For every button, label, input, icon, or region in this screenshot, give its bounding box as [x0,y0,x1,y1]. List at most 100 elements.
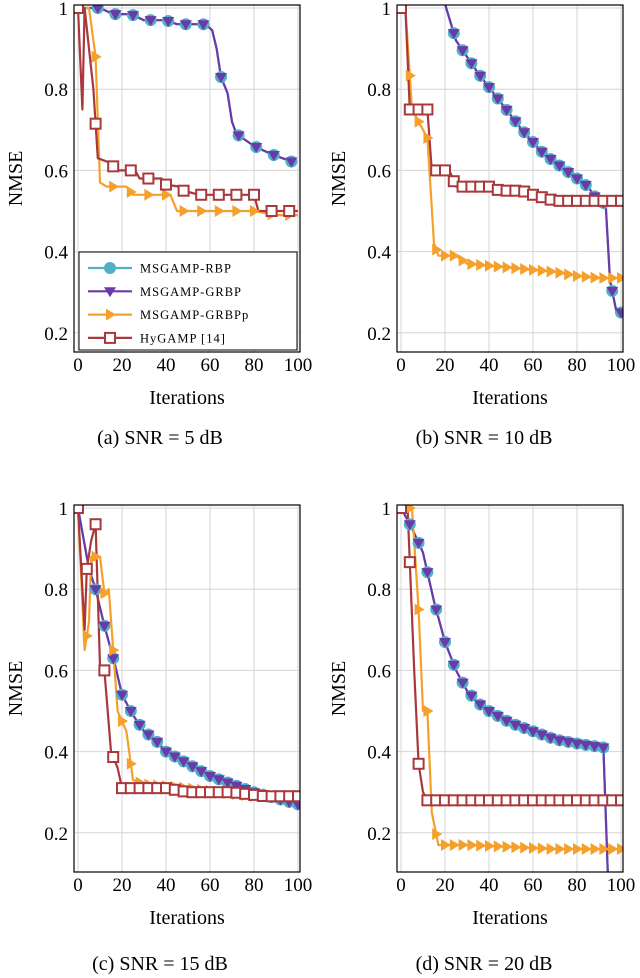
y-tick-label: 0.8 [367,580,391,601]
data-point-triangle-right [109,644,120,657]
data-point-triangle-down [92,5,104,14]
data-point-triangle-down [177,757,190,768]
subplot-0: 0 20 40 60 80 100 0.2 0.4 0.6 0.8 1 Iterations NMSE (… [5,0,312,449]
data-point-triangle-down [544,155,557,166]
data-point-triangle-down [606,286,619,297]
data-point-triangle-right [126,757,137,770]
data-point-triangle-down [439,637,451,648]
data-point-square [615,194,623,207]
data-point-triangle-down [403,520,416,531]
data-point-triangle-down [267,150,280,161]
data-point-triangle-down [518,128,531,139]
y-axis-label: NMSE [5,151,27,207]
data-point-triangle-right [106,308,116,321]
x-tick-label: 20 [113,355,132,376]
y-tick-label: 0.6 [44,161,68,182]
data-point-triangle-right [232,205,243,217]
x-tick-label: 60 [524,355,543,376]
x-tick-label: 20 [113,875,132,896]
x-tick-label: 80 [245,355,264,376]
data-point-triangle-right [144,188,155,201]
y-tick-label: 0.2 [367,324,391,345]
x-tick-label: 60 [201,875,220,896]
x-axis-label: Iterations [472,387,548,409]
data-point-triangle-right [476,839,487,852]
data-point-triangle-down [124,707,137,717]
data-point-triangle-down [456,678,469,689]
data-point-triangle-down [104,287,116,298]
data-point-triangle-right [529,842,539,855]
data-point-square [107,751,120,764]
y-axis-label: NMSE [328,661,350,717]
data-point-circle [104,262,116,274]
legend-item: MSGAMP-GRBPp [88,308,249,322]
data-point-triangle-down [204,771,216,782]
data-point-triangle-right [493,840,504,853]
data-point-triangle-down [116,690,128,701]
data-point-triangle-right [458,254,469,267]
data-point-triangle-right [502,840,513,853]
legend-label: MSGAMP-GRBPp [140,308,249,322]
data-point-triangle-down [142,730,155,741]
data-point-triangle-down [107,654,120,665]
data-point-square [248,188,260,201]
y-tick-label: 0.4 [367,743,391,764]
data-point-square [104,331,116,344]
data-point-triangle-down [500,105,513,116]
data-point-square [98,664,111,677]
data-point-triangle-down [98,621,111,632]
data-point-square [403,556,416,569]
data-point-triangle-right [537,264,548,277]
data-point-triangle-right [432,243,443,256]
data-point-triangle-down [292,800,300,811]
data-point-triangle-down [562,168,575,179]
data-point-triangle-down [500,716,513,727]
data-point-triangle-right [564,843,575,856]
x-tick-label: 100 [607,355,636,376]
axes-frame [73,504,301,873]
data-point-triangle-right [91,550,102,563]
data-point-triangle-down [109,10,122,21]
data-point-triangle-down [162,16,175,27]
x-tick-label: 60 [201,355,220,376]
y-tick-label: 1 [382,499,392,520]
data-point-triangle-right [608,271,619,284]
data-point-triangle-down [571,174,583,185]
x-axis-label: Iterations [149,907,225,929]
data-point-square [439,164,451,177]
subplot-caption: (a) SNR = 5 dB [97,427,223,449]
data-point-square [421,103,434,116]
x-tick-label: 20 [436,355,455,376]
legend: MSGAMP-RBP MSGAMP-GRBP MSGAMP-GRBPp HyGAMP … [78,251,298,351]
data-point-triangle-down [553,736,566,747]
x-axis-label: Iterations [472,907,548,929]
y-tick-label: 0.2 [44,824,68,845]
y-tick-label: 0.8 [44,80,68,101]
y-tick-label: 0.8 [367,80,391,101]
data-point-triangle-right [546,842,557,855]
data-point-square [142,172,155,185]
axes-frame [396,504,624,873]
data-point-square [412,757,425,770]
x-tick-label: 20 [436,875,455,896]
data-point-square [615,794,623,807]
data-point-triangle-down [588,742,601,753]
data-point-triangle-right [405,505,416,514]
data-point-triangle-right [82,629,93,642]
data-point-triangle-right [573,269,583,282]
data-point-triangle-down [615,308,623,319]
data-point-triangle-right [555,266,566,279]
data-point-triangle-down [421,568,434,579]
data-point-triangle-down [89,585,102,596]
x-tick-label: 0 [396,875,406,896]
y-tick-label: 1 [59,499,69,520]
data-point-triangle-right [214,205,225,217]
data-point-triangle-right [529,263,539,276]
data-point-triangle-right [555,843,566,856]
series-line-msgamp-grbp [78,6,294,164]
data-point-square [230,188,243,201]
data-point-triangle-right [449,249,460,262]
data-point-square [397,5,407,14]
axes-frame [73,4,301,353]
data-point-triangle-down [230,781,243,792]
